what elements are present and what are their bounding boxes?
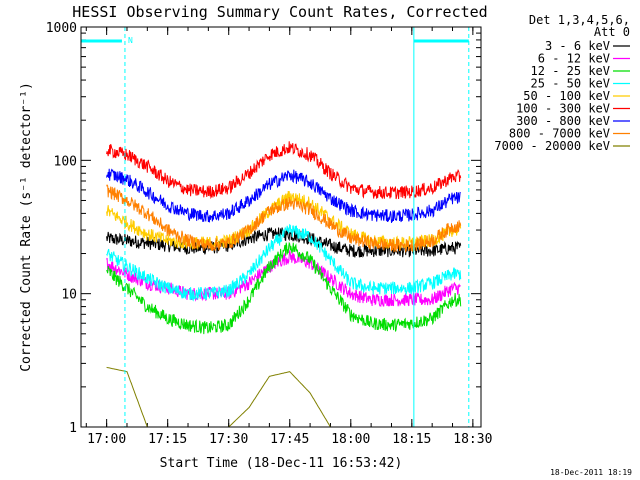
legend-label: 300 - 800 keV bbox=[516, 114, 610, 128]
y-tick-label: 100 bbox=[54, 154, 77, 169]
x-tick-label: 17:15 bbox=[148, 432, 187, 447]
axis-ticks: 17:00 17:15 17:30 17:45 18:00 18:15 18:30 1 10 10… bbox=[46, 21, 493, 447]
legend-label: 25 - 50 keV bbox=[531, 77, 610, 91]
legend-label: 6 - 12 keV bbox=[538, 52, 610, 66]
series-group bbox=[106, 141, 462, 428]
footer-timestamp: 18-Dec-2011 18:19 bbox=[550, 468, 632, 477]
x-tick-label: 18:00 bbox=[331, 432, 370, 447]
legend-label: 7000 - 20000 keV bbox=[494, 139, 610, 153]
series-line bbox=[106, 223, 462, 302]
series-line bbox=[106, 250, 461, 307]
series-line bbox=[106, 168, 461, 223]
chart-title: HESSI Observing Summary Count Rates, Cor… bbox=[72, 3, 487, 21]
x-tick-label: 17:45 bbox=[270, 432, 309, 447]
y-tick-label: 1 bbox=[69, 421, 77, 436]
x-tick-label: 17:00 bbox=[87, 432, 126, 447]
plot-frame bbox=[80, 26, 482, 428]
legend-header: Det 1,3,4,5,6, Att 0 bbox=[529, 13, 630, 39]
y-axis-label: Corrected Count Rate (s⁻¹ detector⁻¹) bbox=[19, 82, 34, 372]
y-tick-label: 10 bbox=[61, 288, 77, 303]
legend-header-line-2: Att 0 bbox=[594, 25, 630, 39]
legend-label: 800 - 7000 keV bbox=[509, 127, 610, 141]
legend-label: 12 - 25 keV bbox=[531, 64, 610, 78]
legend-header-line-1: Det 1,3,4,5,6, bbox=[529, 13, 630, 27]
x-tick-label: 17:30 bbox=[209, 432, 248, 447]
x-axis-label: Start Time (18-Dec-11 16:53:42) bbox=[160, 456, 403, 471]
x-tick-label: 18:30 bbox=[453, 432, 492, 447]
legend-label: 100 - 300 keV bbox=[516, 102, 610, 116]
series-line bbox=[106, 141, 462, 200]
y-tick-label: 1000 bbox=[46, 21, 77, 36]
series-line bbox=[106, 366, 461, 428]
series-line bbox=[106, 184, 462, 254]
x-tick-label: 18:15 bbox=[392, 432, 431, 447]
legend-label: 3 - 6 keV bbox=[545, 39, 610, 53]
legend-label: 50 - 100 keV bbox=[523, 89, 610, 103]
flag-label-n: N bbox=[128, 36, 133, 45]
series-line bbox=[106, 241, 462, 335]
